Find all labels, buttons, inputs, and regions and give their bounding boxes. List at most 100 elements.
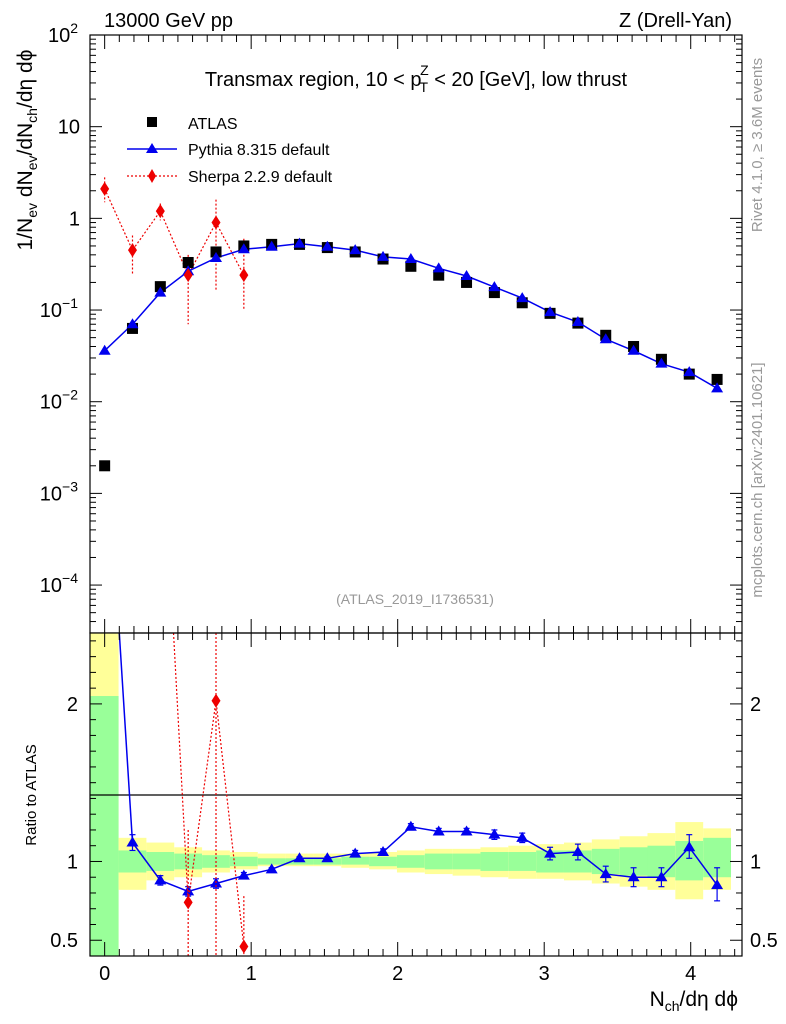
- ratio-band-green: [341, 856, 370, 865]
- main-marks: [98, 177, 724, 472]
- legend-atlas-label: ATLAS: [188, 116, 238, 133]
- legend-pythia-marker: [146, 143, 158, 153]
- pythia-point: [404, 253, 417, 264]
- sherpa-point: [127, 243, 137, 258]
- main-x-axis-ticks: [89, 35, 736, 633]
- main-y-axis-label: 1/Nev dNev/dNch/dη dϕ: [14, 50, 40, 251]
- pythia-point: [237, 243, 250, 254]
- x-tick-label: 4: [685, 963, 696, 985]
- pythia-ratio-point: [432, 825, 445, 836]
- ratio-marks: [118, 632, 724, 956]
- ratio-band-green: [257, 858, 286, 865]
- ratio-band-green: [452, 853, 481, 870]
- tick-base: 10: [40, 392, 62, 414]
- tick-base: 10: [40, 483, 62, 505]
- pythia-ratio-point: [544, 847, 557, 858]
- ylabel-part: /dη dϕ: [14, 50, 37, 108]
- ratio-y-axis: 0.5 0.5 1 1 2 2: [50, 640, 778, 957]
- x-axis-label: Nch/dη dϕ: [650, 988, 738, 1014]
- x-tick-label: 0: [99, 963, 110, 985]
- sherpa-point: [155, 204, 165, 219]
- x-tick-label: 3: [539, 963, 550, 985]
- tick-base: 10: [40, 575, 62, 597]
- pythia-point: [321, 240, 334, 251]
- main-y-tick-label: 102: [48, 20, 78, 47]
- ratio-band-green: [146, 852, 175, 871]
- tick-exponent: −2: [62, 387, 78, 403]
- pythia-ratio-point: [154, 874, 167, 885]
- ratio-panel: 0.5 0.5 1 1 2 2 0 1 2 3 4 Ratio to ATLAS Nch/dη d…: [23, 632, 778, 1014]
- pythia-ratio-point: [571, 846, 584, 857]
- sherpa-point: [211, 215, 221, 230]
- header-left: 13000 GeV pp: [104, 10, 233, 32]
- pythia-ratio-point: [293, 852, 306, 863]
- tick-base: 10: [48, 25, 70, 47]
- ratio-y-tick-label-right: 0.5: [750, 930, 778, 952]
- main-y-tick-label: 10: [58, 117, 80, 139]
- pythia-ratio-point: [349, 847, 362, 858]
- analysis-watermark: (ATLAS_2019_I1736531): [336, 591, 494, 607]
- sherpa-ratio-point: [183, 895, 193, 910]
- ratio-y-tick-label-right: 2: [750, 694, 761, 716]
- header-right: Z (Drell-Yan): [619, 10, 732, 32]
- pythia-ratio-point: [321, 852, 334, 863]
- main-title: Transmax region, 10 < pTZ < 20 [GeV], lo…: [205, 62, 628, 95]
- pythia-point: [154, 286, 167, 297]
- ylabel-sub: ev: [24, 155, 40, 170]
- ratio-band-green: [229, 856, 258, 867]
- pythia-ratio-point: [377, 846, 390, 857]
- ratio-y-axis-label: Ratio to ATLAS: [23, 744, 40, 845]
- main-y-tick-label: 10−2: [40, 387, 78, 414]
- sherpa-point: [183, 268, 193, 283]
- ratio-band-green: [508, 852, 537, 871]
- pythia-ratio-point: [683, 841, 696, 852]
- ylabel-part: /dN: [14, 123, 37, 156]
- x-tick-label: 2: [392, 963, 403, 985]
- pythia-point: [126, 318, 139, 329]
- tick-base: 10: [58, 117, 80, 139]
- tick-exponent: 2: [70, 20, 78, 36]
- sherpa-ratio-point: [211, 693, 221, 708]
- atlas-point: [711, 373, 723, 385]
- pythia-ratio-point: [460, 825, 473, 836]
- pythia-point: [432, 262, 445, 273]
- main-y-tick-label: 10−1: [40, 295, 78, 322]
- pythia-ratio-point: [237, 869, 250, 880]
- atlas-point: [488, 287, 500, 299]
- atlas-point: [182, 256, 194, 268]
- x-tick-label: 1: [246, 963, 257, 985]
- tick-exponent: −3: [62, 478, 78, 494]
- atlas-point: [433, 269, 445, 281]
- main-y-tick-label: 10−4: [40, 570, 78, 597]
- ratio-y-tick-label: 2: [67, 694, 78, 716]
- pythia-point: [293, 237, 306, 248]
- ylabel-sub: ev: [24, 203, 40, 218]
- tick-base: 10: [40, 300, 62, 322]
- tick-exponent: −4: [62, 570, 78, 586]
- xlabel-part: /dη dϕ: [680, 988, 738, 1011]
- pythia-ratio-point: [488, 828, 501, 839]
- pythia-point: [683, 366, 696, 377]
- pythia-point: [544, 306, 557, 317]
- pythia-point: [210, 251, 223, 262]
- atlas-point: [126, 322, 138, 334]
- title-sup: Z: [420, 62, 429, 78]
- legend: ATLAS Pythia 8.315 default Sherpa 2.2.9 …: [127, 116, 333, 186]
- pythia-point: [599, 333, 612, 344]
- tick-base: 1: [69, 208, 80, 230]
- legend-sherpa-marker: [148, 169, 156, 183]
- ratio-band-green: [536, 850, 564, 873]
- pythia-point: [571, 316, 584, 327]
- ratio-y-tick-label-right: 1: [750, 851, 761, 873]
- main-y-tick-label: 1: [69, 208, 80, 230]
- xlabel-sub: ch: [665, 998, 680, 1014]
- title-pre: Transmax region, 10 < p: [205, 69, 422, 91]
- pythia-ratio-point: [655, 871, 668, 882]
- ratio-band-green: [369, 856, 397, 867]
- sherpa-line: [104, 188, 245, 277]
- ratio-frame: [89, 632, 743, 957]
- tick-exponent: −1: [62, 295, 78, 311]
- pythia-point: [627, 344, 640, 355]
